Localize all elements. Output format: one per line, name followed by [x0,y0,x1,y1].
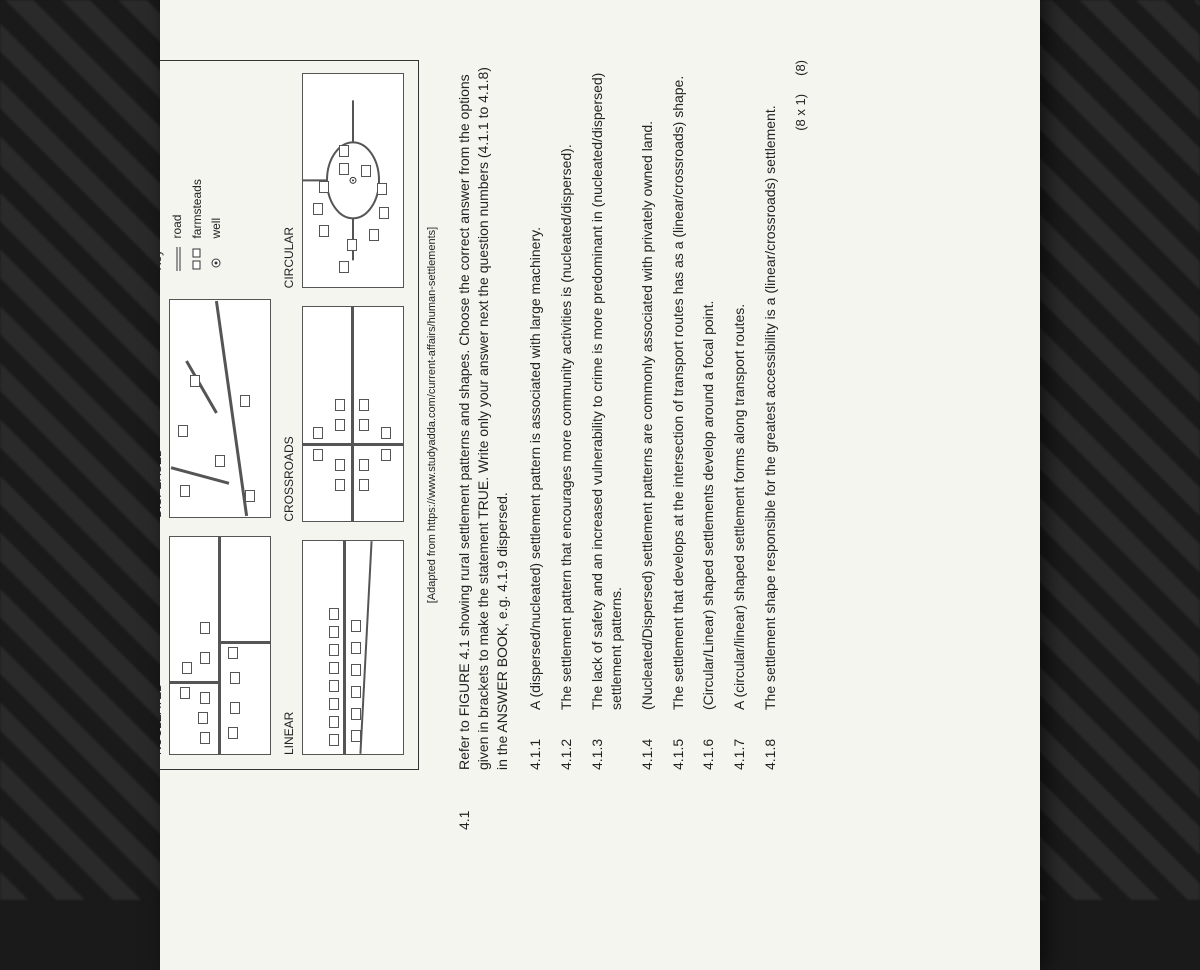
subq-num: 4.1.3 [588,726,626,770]
key-farmsteads: farmsteads [189,179,205,238]
subquestion: 4.1.7 A (circular/linear) shaped settleme… [730,60,749,770]
subq-num: 4.1.5 [669,726,688,770]
marks-line: (8 x 1) (8) [792,60,810,770]
marks-total: (8) [793,60,808,76]
subquestion: 4.1.1 A (dispersed/nucleated) settlement … [526,60,545,770]
label-circular: CIRCULAR [281,75,297,288]
subquestion: 4.1.4 (Nucleated/Dispersed) settlement pa… [638,60,657,770]
map-linear [302,540,404,755]
map-circular [302,73,404,288]
figure-box: NUCLEATED [160,60,419,770]
subquestion: 4.1.2 The settlement pattern that encoura… [557,60,576,770]
marks-each: (8 x 1) [793,94,808,131]
subq-text: The settlement pattern that encourages m… [557,60,576,710]
subq-num: 4.1.4 [638,726,657,770]
subquestion: 4.1.6 (Circular/Linear) shaped settlement… [699,60,718,770]
label-dispersed: DISPERSED [160,301,165,518]
subq-num: 4.1.1 [526,726,545,770]
subq-num: 4.1.2 [557,726,576,770]
map-crossroads [302,306,404,521]
map-nucleated [169,536,271,755]
map-dispersed [169,299,271,518]
well-icon [210,247,222,271]
subq-text: (Nucleated/Dispersed) settlement pattern… [638,60,657,710]
question-section: 4.1 Refer to FIGURE 4.1 showing rural se… [455,60,809,770]
subq-text: (Circular/Linear) shaped settlements dev… [699,60,718,710]
subquestion: 4.1.8 The settlement shape responsible fo… [761,60,780,770]
key-title: Key [160,75,165,271]
map-key: Key road farmsteads well [160,75,227,281]
subq-text: The lack of safety and an increased vuln… [588,60,626,710]
label-nucleated: NUCLEATED [160,538,165,755]
question-instruction: Refer to FIGURE 4.1 showing rural settle… [455,60,512,770]
subquestion: 4.1.3 The lack of safety and an increased… [588,60,626,770]
subq-num: 4.1.6 [699,726,718,770]
subq-text: The settlement that develops at the inte… [669,60,688,710]
subq-num: 4.1.8 [761,726,780,770]
question-main-number: 4.1 [455,790,474,830]
label-crossroads: CROSSROADS [281,308,297,521]
worksheet-paper: FIGURE 4.1: RURAL SETTLEMENT PATTERNS AN… [160,0,1040,970]
subq-num: 4.1.7 [730,726,749,770]
subq-text: A (circular/linear) shaped settlement fo… [730,60,749,710]
subq-text: A (dispersed/nucleated) settlement patte… [526,60,545,710]
subquestion: 4.1.5 The settlement that develops at the… [669,60,688,770]
key-well: well [208,218,224,239]
subq-text: The settlement shape responsible for the… [761,60,780,710]
key-road: road [169,215,185,239]
label-linear: LINEAR [281,542,297,755]
figure-source: [Adapted from https://www.studyadda.com/… [425,60,440,770]
farmstead-icon [191,247,203,271]
road-icon [174,247,182,271]
